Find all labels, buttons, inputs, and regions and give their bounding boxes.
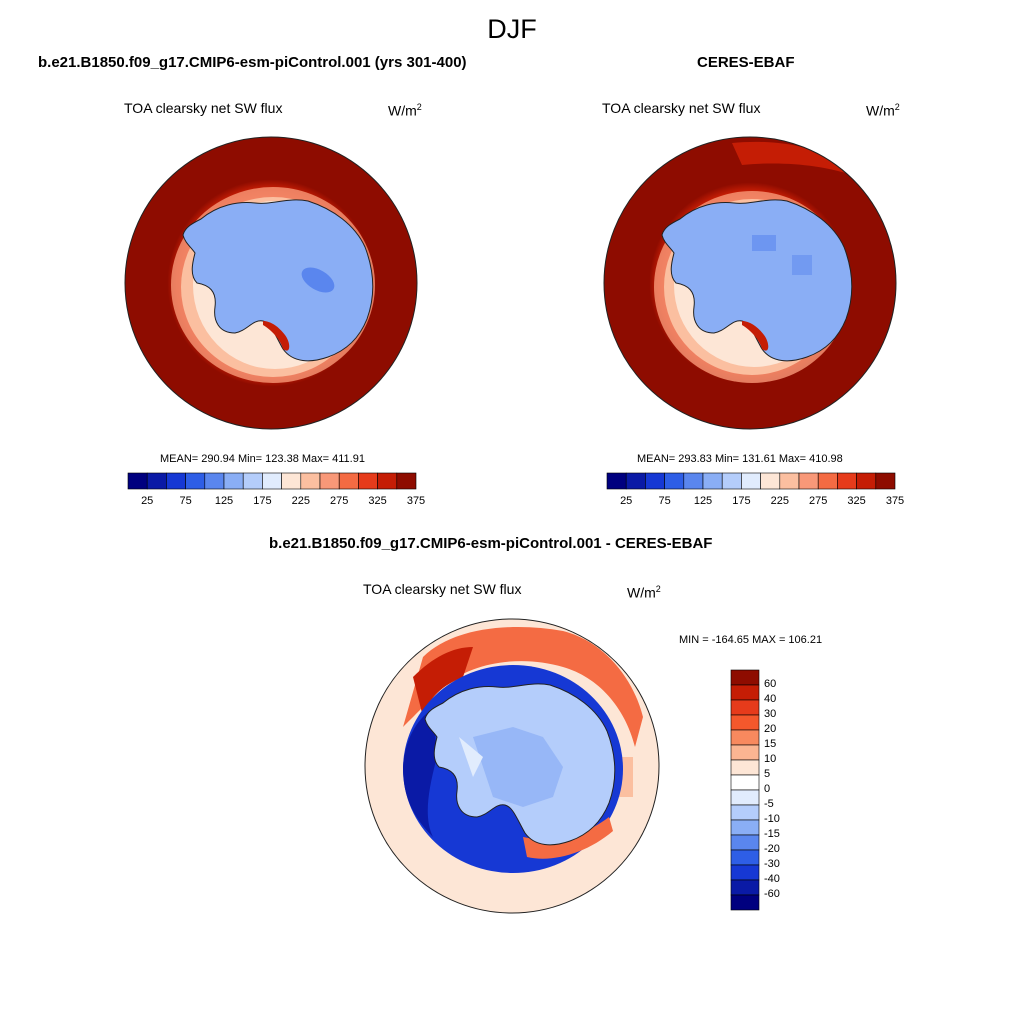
colorbar-swatch xyxy=(760,472,781,490)
colorbar-swatch xyxy=(730,699,760,716)
colorbar-swatch xyxy=(730,759,760,776)
colorbar-tick-label: 325 xyxy=(368,495,387,507)
colorbar-swatch xyxy=(721,472,742,490)
model-antarctica-land xyxy=(182,199,374,362)
colorbar-swatch xyxy=(730,684,760,701)
obs-case-title: CERES-EBAF xyxy=(697,54,795,71)
colorbar-swatch xyxy=(166,472,186,490)
colorbar-swatch xyxy=(645,472,665,490)
colorbar-swatch xyxy=(741,472,761,490)
colorbar-tick-label: 75 xyxy=(658,495,671,507)
colorbar-swatch xyxy=(730,834,760,851)
colorbar-swatch xyxy=(798,472,819,490)
colorbar-swatch xyxy=(127,472,148,490)
obs-polar-map xyxy=(603,136,897,430)
colorbar-swatch xyxy=(730,864,760,881)
model-stats: MEAN= 290.94 Min= 123.38 Max= 411.91 xyxy=(160,453,365,465)
obs-field-label: TOA clearsky net SW flux xyxy=(602,100,761,116)
diff-colorbar xyxy=(730,669,760,911)
colorbar-tick-label: 30 xyxy=(764,708,777,720)
colorbar-swatch xyxy=(146,472,167,490)
colorbar-tick-label: 225 xyxy=(770,495,789,507)
colorbar-swatch xyxy=(730,804,760,821)
obs-colorbar xyxy=(606,472,896,490)
colorbar-swatch xyxy=(683,472,704,490)
colorbar-swatch xyxy=(664,472,685,490)
colorbar-tick-label: 20 xyxy=(764,723,777,735)
colorbar-tick-label: 375 xyxy=(406,495,426,507)
diff-stats: MIN = -164.65 MAX = 106.21 xyxy=(679,634,823,646)
model-unit: W/m2 xyxy=(388,102,422,119)
colorbar-swatch xyxy=(730,714,760,731)
colorbar-tick-label: -5 xyxy=(764,798,774,810)
colorbar-tick-label: -10 xyxy=(764,813,780,825)
main-title: DJF xyxy=(487,14,537,44)
colorbar-tick-label: 15 xyxy=(764,738,777,750)
colorbar-swatch xyxy=(730,744,760,761)
colorbar-swatch xyxy=(185,472,206,490)
colorbar-swatch xyxy=(730,819,760,836)
colorbar-tick-label: 0 xyxy=(764,783,771,795)
colorbar-tick-label: 275 xyxy=(330,495,349,507)
colorbar-swatch xyxy=(396,472,417,490)
colorbar-tick-label: 25 xyxy=(141,495,154,507)
colorbar-tick-label: 40 xyxy=(764,693,777,705)
colorbar-tick-label: 225 xyxy=(291,495,310,507)
colorbar-swatch xyxy=(338,472,359,490)
colorbar-tick-label: 325 xyxy=(847,495,866,507)
colorbar-swatch xyxy=(730,894,760,911)
model-polar-map xyxy=(124,136,418,430)
colorbar-tick-label: 10 xyxy=(764,753,777,765)
colorbar-swatch xyxy=(606,472,627,490)
colorbar-tick-label: -40 xyxy=(764,873,780,885)
colorbar-swatch xyxy=(204,472,225,490)
colorbar-tick-label: -30 xyxy=(764,858,780,870)
colorbar-swatch xyxy=(730,774,760,791)
colorbar-swatch xyxy=(300,472,321,490)
colorbar-swatch xyxy=(358,472,378,490)
diff-case-title: b.e21.B1850.f09_g17.CMIP6-esm-piControl.… xyxy=(269,535,713,552)
colorbar-swatch xyxy=(223,472,244,490)
model-colorbar xyxy=(127,472,417,490)
colorbar-tick-label: 175 xyxy=(732,495,751,507)
colorbar-swatch xyxy=(702,472,723,490)
colorbar-tick-label: -15 xyxy=(764,828,780,840)
colorbar-tick-label: 125 xyxy=(214,495,234,507)
colorbar-swatch xyxy=(779,472,800,490)
colorbar-swatch xyxy=(730,729,760,746)
obs-antarctica-land xyxy=(661,199,853,362)
colorbar-swatch xyxy=(875,472,896,490)
colorbar-swatch xyxy=(625,472,646,490)
colorbar-tick-label: 275 xyxy=(809,495,828,507)
colorbar-swatch xyxy=(837,472,857,490)
colorbar-tick-label: 375 xyxy=(885,495,905,507)
diff-polar-map xyxy=(364,618,660,914)
colorbar-swatch xyxy=(319,472,340,490)
colorbar-swatch xyxy=(730,669,760,686)
obs-stats: MEAN= 293.83 Min= 131.61 Max= 410.98 xyxy=(637,453,843,465)
obs-unit: W/m2 xyxy=(866,102,900,119)
diff-unit: W/m2 xyxy=(627,584,661,601)
colorbar-swatch xyxy=(377,472,398,490)
colorbar-swatch xyxy=(262,472,282,490)
colorbar-tick-label: 5 xyxy=(764,768,771,780)
colorbar-tick-label: -60 xyxy=(764,888,780,900)
colorbar-tick-label: 60 xyxy=(764,678,777,690)
colorbar-tick-label: 125 xyxy=(693,495,713,507)
colorbar-swatch xyxy=(730,879,760,896)
colorbar-tick-label: -20 xyxy=(764,843,780,855)
model-case-title: b.e21.B1850.f09_g17.CMIP6-esm-piControl.… xyxy=(38,54,467,71)
colorbar-swatch xyxy=(730,849,760,866)
colorbar-swatch xyxy=(856,472,877,490)
model-field-label: TOA clearsky net SW flux xyxy=(124,100,283,116)
colorbar-swatch xyxy=(281,472,302,490)
diff-field-label: TOA clearsky net SW flux xyxy=(363,581,522,597)
colorbar-tick-label: 175 xyxy=(253,495,272,507)
colorbar-tick-label: 25 xyxy=(620,495,633,507)
colorbar-tick-label: 75 xyxy=(179,495,192,507)
colorbar-swatch xyxy=(817,472,838,490)
colorbar-swatch xyxy=(730,789,760,806)
colorbar-swatch xyxy=(242,472,263,490)
